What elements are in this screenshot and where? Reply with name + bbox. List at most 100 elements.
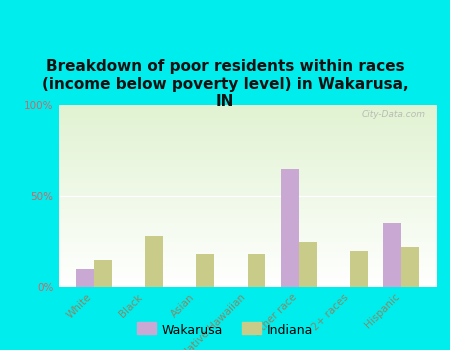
Bar	[58, 274, 436, 276]
Bar	[58, 169, 436, 170]
Bar	[58, 181, 436, 183]
Bar	[58, 223, 436, 225]
Bar	[94, 260, 112, 287]
Bar	[58, 285, 436, 287]
Bar	[58, 145, 436, 147]
Bar	[58, 276, 436, 278]
Bar	[58, 187, 436, 189]
Bar	[58, 116, 436, 118]
Bar	[58, 176, 436, 178]
Bar	[58, 234, 436, 236]
Bar	[58, 284, 436, 285]
Bar	[58, 203, 436, 205]
Bar	[58, 118, 436, 120]
Bar	[248, 254, 266, 287]
Bar	[58, 258, 436, 260]
Bar	[58, 251, 436, 252]
Bar	[58, 227, 436, 229]
Bar	[58, 263, 436, 265]
Bar	[58, 272, 436, 274]
Bar	[145, 236, 163, 287]
Bar	[350, 251, 368, 287]
Bar	[58, 245, 436, 247]
Bar	[58, 121, 436, 123]
Bar	[58, 252, 436, 254]
Bar	[58, 132, 436, 134]
Bar	[58, 254, 436, 256]
Bar	[58, 125, 436, 127]
Bar	[58, 167, 436, 169]
Bar	[58, 141, 436, 143]
Bar	[58, 214, 436, 216]
Bar	[58, 267, 436, 269]
Bar	[58, 249, 436, 251]
Bar	[58, 189, 436, 190]
Bar	[58, 150, 436, 152]
Bar	[58, 202, 436, 203]
Bar	[58, 205, 436, 207]
Bar	[58, 120, 436, 121]
Bar	[58, 256, 436, 258]
Bar	[58, 247, 436, 249]
Bar	[58, 140, 436, 141]
Bar	[58, 281, 436, 284]
Bar	[58, 163, 436, 165]
Bar	[58, 207, 436, 209]
Bar	[58, 185, 436, 187]
Bar	[58, 174, 436, 176]
Bar	[58, 218, 436, 220]
Bar	[58, 216, 436, 218]
Bar	[58, 172, 436, 174]
Bar	[58, 107, 436, 108]
Bar	[58, 178, 436, 180]
Bar	[58, 114, 436, 116]
Bar	[58, 138, 436, 140]
Bar	[58, 231, 436, 232]
Bar	[58, 209, 436, 211]
Bar	[58, 170, 436, 172]
Text: Breakdown of poor residents within races
(income below poverty level) in Wakarus: Breakdown of poor residents within races…	[42, 60, 408, 109]
Bar	[58, 220, 436, 222]
Bar	[76, 269, 94, 287]
Bar	[58, 152, 436, 154]
Bar	[58, 199, 436, 202]
Bar	[281, 169, 299, 287]
Bar	[58, 111, 436, 112]
Bar	[58, 229, 436, 231]
Bar	[58, 147, 436, 149]
Bar	[58, 193, 436, 194]
Bar	[58, 194, 436, 196]
Bar	[58, 129, 436, 131]
Bar	[58, 156, 436, 158]
Bar	[58, 265, 436, 267]
Bar	[58, 149, 436, 150]
Bar	[58, 123, 436, 125]
Bar	[401, 247, 419, 287]
Bar	[58, 180, 436, 181]
Bar	[58, 211, 436, 212]
Bar	[58, 105, 436, 107]
Bar	[58, 238, 436, 240]
Bar	[58, 160, 436, 161]
Bar	[58, 236, 436, 238]
Bar	[58, 232, 436, 234]
Text: City-Data.com: City-Data.com	[361, 111, 425, 119]
Bar	[58, 222, 436, 223]
Bar	[58, 271, 436, 272]
Legend: Wakarusa, Indiana: Wakarusa, Indiana	[133, 320, 317, 340]
Bar	[58, 161, 436, 163]
Bar	[58, 112, 436, 114]
Bar	[58, 280, 436, 281]
Bar	[58, 196, 436, 198]
Bar	[58, 154, 436, 156]
Bar	[58, 241, 436, 243]
Bar	[58, 198, 436, 199]
Bar	[196, 254, 214, 287]
Bar	[58, 131, 436, 132]
Bar	[58, 243, 436, 245]
Bar	[58, 278, 436, 280]
Bar	[58, 108, 436, 111]
Bar	[58, 183, 436, 185]
Bar	[58, 190, 436, 192]
Bar	[58, 225, 436, 227]
